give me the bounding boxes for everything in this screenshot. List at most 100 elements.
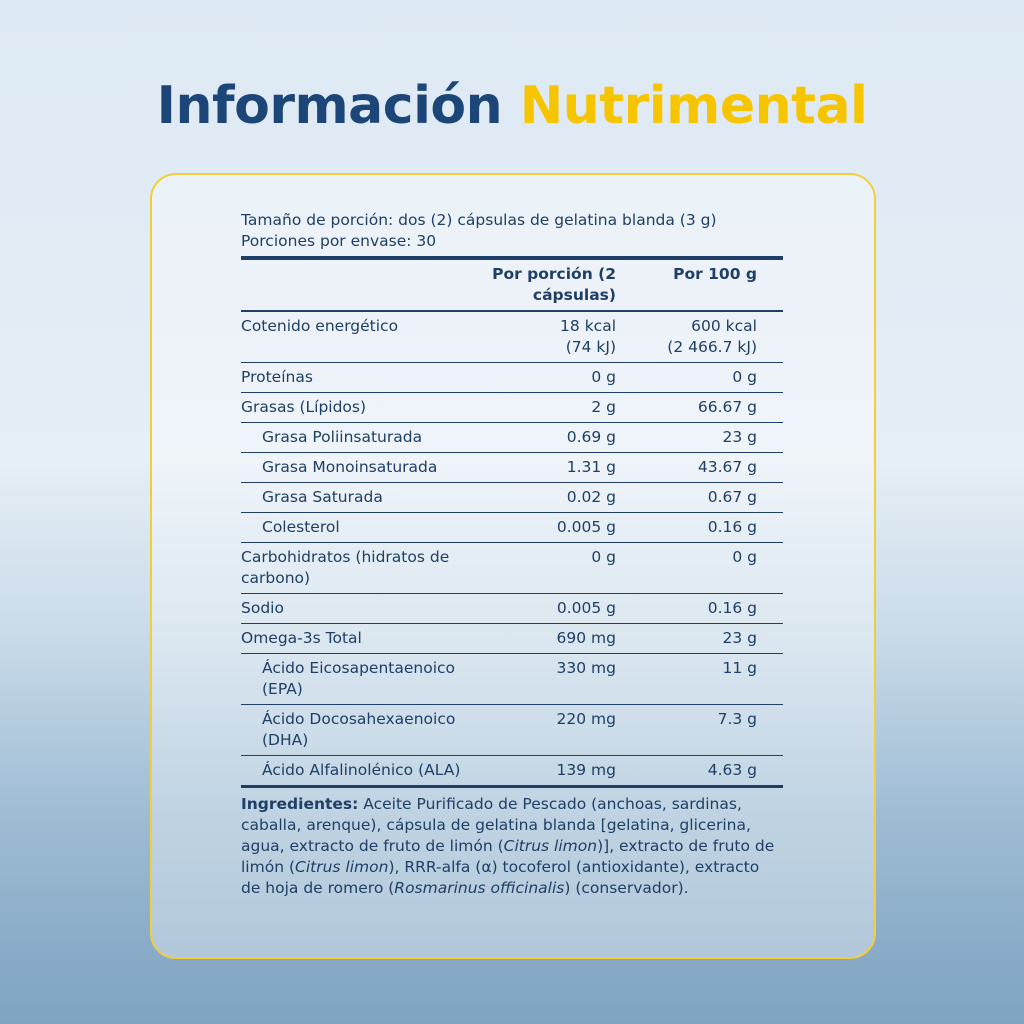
nutrient-value: 690 mg (556, 629, 616, 647)
nutrient-value: 220 mg (556, 710, 616, 728)
table-row: Ácido Alfalinolénico (ALA) 139 mg 4.63 g (241, 756, 783, 788)
column-header: Por 100 g (673, 265, 757, 283)
nutrient-value: 66.67 g (697, 398, 757, 416)
table-row: Colesterol 0.005 g 0.16 g (241, 513, 783, 543)
nutrition-table: Por porción (2 cápsulas) Por 100 g Coteni… (241, 256, 783, 788)
nutrient-value-cell: 330 mg (466, 658, 626, 700)
nutrient-label: Ácido Eicosapentaenoico (EPA) (262, 659, 456, 698)
table-row: Grasa Monoinsaturada 1.31 g 43.67 g (241, 453, 783, 483)
nutrient-label: Grasa Poliinsaturada (262, 428, 423, 446)
nutrient-value-cell: 1.31 g (466, 457, 626, 478)
nutrient-label: Ácido Docosahexaenoico (DHA) (262, 710, 456, 749)
ingredients: Ingredientes: Aceite Purificado de Pesca… (241, 794, 783, 899)
nutrient-value-cell: 23 g (626, 628, 783, 649)
nutrient-value: 43.67 g (697, 458, 757, 476)
nutrient-value: 0 g (732, 548, 757, 566)
nutrient-label: Carbohidratos (hidratos de carbono) (241, 548, 450, 587)
ingredients-text: Citrus limon (295, 858, 389, 876)
nutrient-value-cell: 600 kcal (2 466.7 kJ) (626, 316, 783, 358)
ingredients-text: Citrus limon (503, 837, 598, 855)
serving-size: Tamaño de porción: dos (2) cápsulas de g… (241, 211, 717, 229)
nutrient-value: 0.16 g (707, 518, 757, 536)
nutrient-label: Grasa Saturada (262, 488, 383, 506)
nutrient-value: 0.005 g (556, 599, 616, 617)
nutrient-value: 330 mg (556, 659, 616, 677)
nutrient-value-cell: 4.63 g (626, 760, 783, 781)
nutrient-value-cell: 0.02 g (466, 487, 626, 508)
nutrient-value: 600 kcal (691, 317, 757, 335)
nutrient-value-cell: 690 mg (466, 628, 626, 649)
nutrient-value-cell: 0.67 g (626, 487, 783, 508)
table-row: Grasa Saturada 0.02 g 0.67 g (241, 483, 783, 513)
nutrient-value-cell: 11 g (626, 658, 783, 700)
nutrient-value-cell: 0.69 g (466, 427, 626, 448)
table-row: Cotenido energético 18 kcal (74 kJ) 600 kca… (241, 312, 783, 363)
nutrient-value: 0.02 g (566, 488, 616, 506)
servings-per-container: Porciones por envase: 30 (241, 232, 437, 250)
nutrient-value: 0 g (591, 368, 616, 386)
table-row: Ácido Docosahexaenoico (DHA) 220 mg 7.3 g (241, 705, 783, 756)
nutrient-value: (74 kJ) (565, 338, 616, 356)
nutrient-value: 18 kcal (560, 317, 616, 335)
table-row: Grasas (Lípidos) 2 g 66.67 g (241, 393, 783, 423)
ingredients-text: )], extracto de fruto de limón ( (241, 837, 775, 876)
column-header: Por porción (2 cápsulas) (492, 265, 616, 304)
nutrient-value: 23 g (722, 428, 758, 446)
nutrient-value: 7.3 g (717, 710, 757, 728)
nutrient-value-cell: 0.16 g (626, 598, 783, 619)
table-row: Proteínas 0 g 0 g (241, 363, 783, 393)
ingredients-text: Rosmarinus officinalis (394, 879, 565, 897)
nutrient-value-cell: 7.3 g (626, 709, 783, 751)
nutrient-value-cell: 66.67 g (626, 397, 783, 418)
table-row: Ácido Eicosapentaenoico (EPA) 330 mg 11 g (241, 654, 783, 705)
nutrient-label: Ácido Alfalinolénico (ALA) (262, 761, 461, 779)
nutrient-value-cell: 0 g (466, 547, 626, 589)
title-part: Información (156, 76, 503, 136)
ingredients-text: Aceite Purificado de Pescado (anchoas, s… (241, 795, 751, 855)
nutrient-value-cell: 0.16 g (626, 517, 783, 538)
table-row: Sodio 0.005 g 0.16 g (241, 594, 783, 624)
nutrient-value-cell: 0.005 g (466, 598, 626, 619)
nutrient-value-cell: 43.67 g (626, 457, 783, 478)
nutrient-value-cell: 0.005 g (466, 517, 626, 538)
nutrient-label: Sodio (241, 599, 284, 617)
nutrient-value: 23 g (722, 629, 758, 647)
nutrient-value: 0.005 g (556, 518, 616, 536)
nutrient-label: Cotenido energético (241, 317, 399, 335)
title: Información Nutrimental (0, 76, 1024, 136)
nutrient-value-cell: 18 kcal (74 kJ) (466, 316, 626, 358)
nutrient-value-cell: 0 g (626, 547, 783, 589)
nutrition-panel: Tamaño de porción: dos (2) cápsulas de g… (241, 210, 783, 899)
nutrient-value: 1.31 g (566, 458, 616, 476)
nutrient-value: 0.69 g (566, 428, 616, 446)
ingredients-label: Ingredientes: (241, 795, 359, 813)
title-part: Nutrimental (519, 76, 868, 136)
nutrient-value: (2 466.7 kJ) (667, 338, 757, 356)
nutrient-value: 0.16 g (707, 599, 757, 617)
table-row: Carbohidratos (hidratos de carbono) 0 g 0 … (241, 543, 783, 594)
nutrient-label: Grasa Monoinsaturada (262, 458, 438, 476)
nutrient-value: 0 g (732, 368, 757, 386)
nutrient-value: 2 g (591, 398, 616, 416)
nutrient-value: 11 g (722, 659, 758, 677)
nutrient-value-cell: 139 mg (466, 760, 626, 781)
nutrient-value-cell: 0 g (466, 367, 626, 388)
table-header: Por porción (2 cápsulas) Por 100 g (241, 260, 783, 312)
ingredients-text: ), RRR-alfa (α) tocoferol (antioxidante)… (241, 858, 760, 897)
nutrient-label: Grasas (Lípidos) (241, 398, 367, 416)
ingredients-text: ) (conservador). (564, 879, 689, 897)
nutrient-value: 0 g (591, 548, 616, 566)
nutrient-value-cell: 2 g (466, 397, 626, 418)
card (150, 173, 876, 959)
nutrient-value-cell: 220 mg (466, 709, 626, 751)
nutrient-value: 139 mg (556, 761, 616, 779)
nutrient-value: 4.63 g (707, 761, 757, 779)
nutrient-value-cell: 0 g (626, 367, 783, 388)
table-row: Omega-3s Total 690 mg 23 g (241, 624, 783, 654)
nutrient-label: Proteínas (241, 368, 313, 386)
nutrient-label: Colesterol (262, 518, 340, 536)
nutrient-value-cell: 23 g (626, 427, 783, 448)
nutrient-label: Omega-3s Total (241, 629, 362, 647)
nutrient-value: 0.67 g (707, 488, 757, 506)
